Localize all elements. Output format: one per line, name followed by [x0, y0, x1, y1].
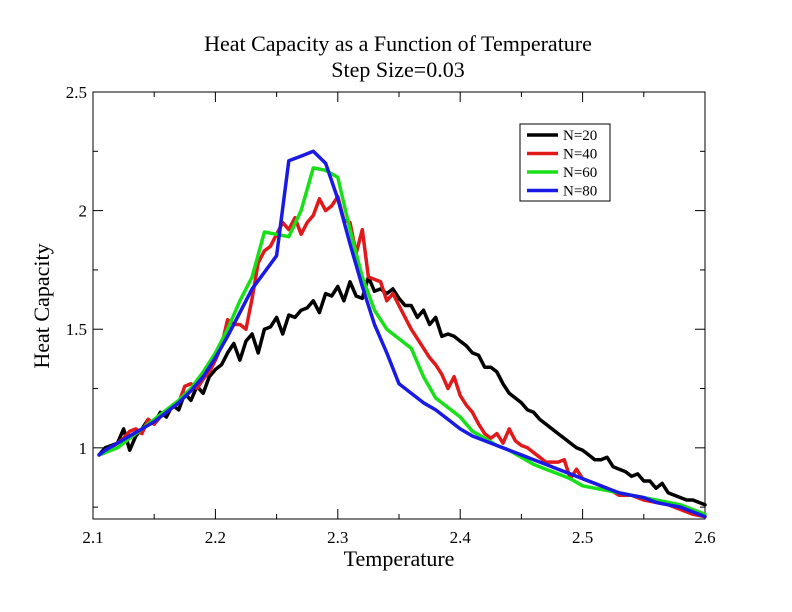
- x-tick-label: 2.5: [572, 528, 593, 547]
- x-tick-label: 2.3: [327, 528, 348, 547]
- legend-label-n-80: N=80: [563, 184, 597, 200]
- legend-label-n-40: N=40: [563, 147, 597, 163]
- legend-items: N=20 N=40 N=60 N=80: [527, 128, 597, 200]
- x-tick-label: 2.4: [450, 528, 472, 547]
- series-line-n-40: [97, 194, 707, 519]
- legend: N=20 N=40 N=60 N=80: [519, 123, 611, 202]
- y-tick-label: 1: [79, 439, 88, 458]
- series-lines: [97, 149, 707, 519]
- x-tick-label: 2.1: [82, 528, 103, 547]
- chart-subtitle: Step Size=0.03: [331, 57, 464, 82]
- y-axis-label: Heat Capacity: [29, 243, 54, 368]
- axes: 2.1 2.2 2.3 2.4 2.5 2.6 1 1.5 2 2.5: [66, 83, 716, 547]
- x-tick-label: 2.6: [694, 528, 715, 547]
- legend-box: [519, 123, 611, 202]
- series-line-n-80: [97, 149, 707, 519]
- y-tick-label: 2: [79, 202, 88, 221]
- x-axis-label: Temperature: [344, 546, 455, 571]
- legend-label-n-20: N=20: [563, 128, 597, 144]
- y-tick-label: 1.5: [66, 320, 87, 339]
- legend-label-n-60: N=60: [563, 165, 597, 181]
- y-tick-label: 2.5: [66, 83, 87, 102]
- series-line-n-20: [97, 275, 707, 507]
- chart-title: Heat Capacity as a Function of Temperatu…: [204, 31, 592, 56]
- series-line-n-60: [97, 166, 707, 517]
- x-tick-label: 2.2: [205, 528, 226, 547]
